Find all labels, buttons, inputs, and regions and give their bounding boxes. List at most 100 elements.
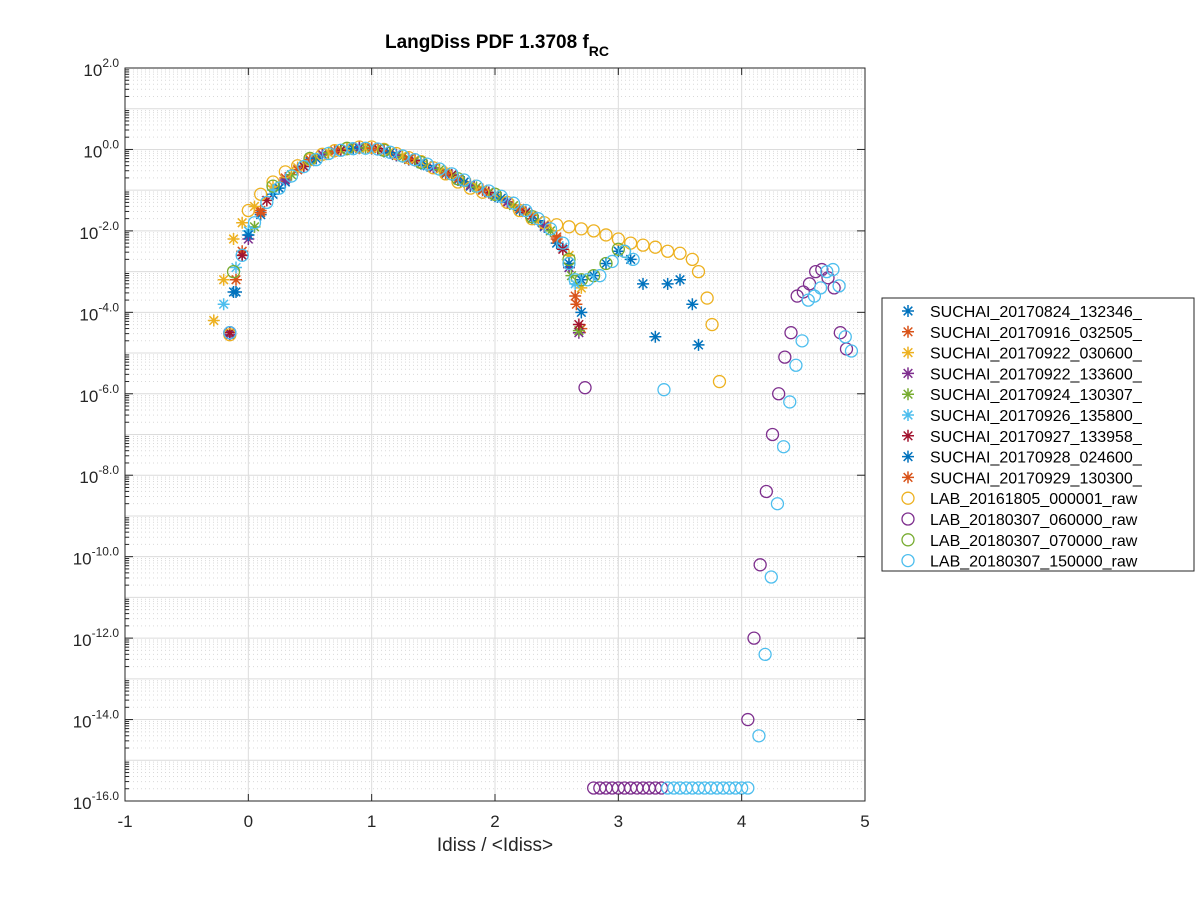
x-tick-label: -1 (117, 812, 132, 831)
data-point (764, 570, 778, 584)
y-tick-label: 10-14.0 (73, 708, 120, 732)
data-point (626, 252, 640, 267)
data-point (241, 203, 255, 218)
data-point (674, 273, 686, 286)
series-10 (223, 262, 854, 795)
data-point (593, 269, 607, 283)
data-point (414, 155, 428, 170)
legend-entry-label: SUCHAI_20170924_130307_ (930, 387, 1143, 404)
legend-marker (901, 491, 915, 505)
data-point (230, 273, 242, 286)
data-point (297, 159, 311, 174)
data-point (226, 264, 241, 279)
data-point (223, 326, 236, 339)
data-point (291, 159, 305, 173)
legend-marker (902, 409, 914, 421)
data-point (408, 152, 422, 167)
legend-marker (901, 553, 915, 568)
data-point (574, 273, 588, 287)
data-point (758, 647, 772, 662)
legend-marker (902, 388, 914, 401)
data-point (562, 256, 576, 271)
data-point (569, 290, 582, 303)
data-point (657, 383, 671, 397)
data-point (636, 238, 650, 252)
data-point (820, 264, 834, 279)
data-point (469, 179, 484, 193)
data-point (395, 149, 410, 163)
x-tick-label: 2 (490, 812, 499, 831)
data-point (563, 249, 575, 262)
data-point (809, 264, 823, 279)
data-point (494, 189, 508, 203)
data-point (495, 192, 508, 205)
data-point (599, 256, 613, 271)
data-point (309, 152, 323, 167)
data-point (649, 330, 662, 343)
data-point (217, 273, 230, 286)
data-point (377, 143, 391, 157)
data-point (783, 395, 797, 409)
data-point (550, 233, 563, 246)
data-point (705, 317, 719, 332)
x-tick-label: 4 (737, 812, 746, 831)
data-point (227, 285, 240, 298)
data-point (747, 631, 761, 645)
data-point (365, 140, 379, 154)
data-point (562, 220, 576, 234)
data-point (753, 558, 767, 572)
legend-entry-label: LAB_20180307_060000_raw (930, 512, 1138, 529)
legend-entry-label: SUCHAI_20170926_135800_ (930, 408, 1143, 425)
y-tick-label: 102.0 (83, 56, 119, 80)
data-point (759, 484, 773, 499)
y-tick-label: 100.0 (83, 137, 119, 161)
data-point (838, 330, 852, 344)
data-point (248, 200, 261, 213)
legend-marker (902, 429, 914, 442)
data-point (247, 216, 262, 230)
data-point (531, 212, 545, 226)
data-point (260, 194, 273, 207)
data-point (254, 206, 267, 219)
data-point (778, 350, 792, 364)
y-axis: 102.0 100.0 10-2.0 10-4.0 10-6.0 10-8.0 10-10.… (73, 56, 865, 813)
data-point (611, 232, 625, 246)
x-tick-label: 0 (244, 812, 253, 831)
legend: SUCHAI_20170824_132346_ SUCHAI_20170916_0… (881, 297, 1195, 572)
data-point (813, 281, 828, 295)
data-point (420, 157, 434, 171)
series-layer (207, 140, 859, 795)
data-point (833, 326, 847, 340)
data-point (832, 279, 846, 293)
legend-entry-label: LAB_20180307_150000_raw (930, 554, 1138, 571)
data-point (686, 298, 699, 311)
data-point (563, 257, 575, 270)
data-point (236, 216, 249, 229)
data-point (572, 318, 585, 331)
data-point (691, 264, 706, 279)
legend-marker (901, 512, 915, 526)
data-point (617, 244, 632, 258)
data-point (284, 169, 299, 183)
data-point (776, 440, 791, 454)
y-tick-label: 10-2.0 (79, 219, 119, 243)
data-point (661, 244, 675, 258)
data-point (236, 249, 249, 262)
legend-entry-label: SUCHAI_20170916_032505_ (930, 325, 1143, 342)
legend-marker (902, 325, 914, 338)
plot-area (124, 67, 866, 802)
data-point (570, 298, 583, 311)
legend-entry-label: LAB_20180307_070000_raw (930, 533, 1138, 550)
x-tick-label: 5 (860, 812, 869, 831)
data-point (770, 497, 785, 511)
data-point (712, 374, 727, 389)
data-point (506, 196, 521, 210)
data-point (580, 273, 595, 287)
data-point (578, 381, 592, 395)
series-12 (223, 141, 859, 795)
data-point (544, 224, 557, 237)
data-point (383, 145, 397, 159)
data-point (272, 181, 286, 195)
legend-entry-label: SUCHAI_20170929_130300_ (930, 470, 1143, 487)
data-point (741, 781, 755, 795)
